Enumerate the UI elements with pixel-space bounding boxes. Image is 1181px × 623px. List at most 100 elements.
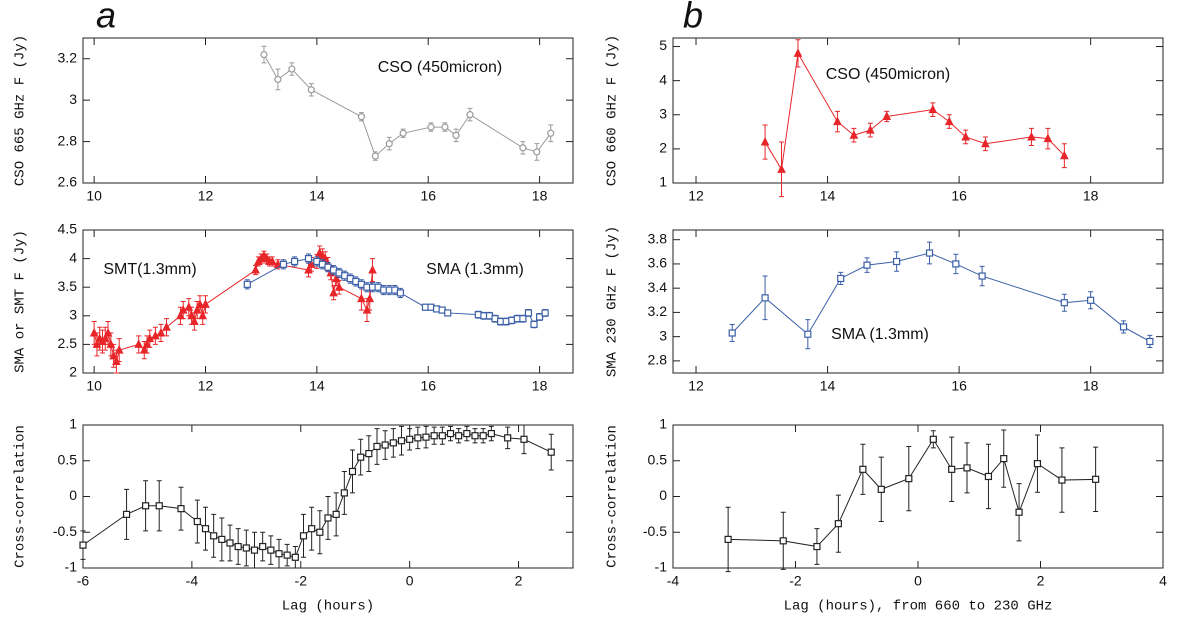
point	[859, 465, 867, 473]
point	[877, 485, 885, 493]
point	[438, 432, 446, 440]
point	[1058, 476, 1066, 484]
y-tick-label: 4.5	[58, 221, 78, 237]
annotation: SMA (1.3mm)	[426, 261, 524, 278]
point	[307, 86, 315, 94]
y-tick-label: 3.8	[648, 230, 668, 246]
point	[259, 542, 267, 551]
x-tick-label: -4	[667, 573, 680, 589]
point	[761, 294, 769, 302]
point	[406, 435, 414, 443]
point	[944, 116, 954, 126]
point	[984, 472, 993, 481]
point	[365, 293, 375, 303]
point	[804, 330, 812, 338]
y-axis-label: CSO 660 GHz F (Jy)	[605, 35, 621, 186]
x-tick-label: 12	[198, 188, 214, 204]
x-tick-label: 2	[515, 573, 523, 589]
point	[155, 502, 163, 510]
x-tick-label: 4	[1159, 573, 1167, 589]
point	[142, 339, 152, 348]
point	[308, 525, 316, 533]
annotation: CSO (450micron)	[826, 66, 950, 83]
point	[114, 345, 124, 354]
y-tick-label: 3	[659, 327, 667, 343]
point	[929, 435, 937, 443]
point	[833, 116, 842, 126]
point	[963, 464, 971, 472]
point	[760, 136, 770, 146]
point	[329, 287, 338, 297]
point	[193, 517, 201, 526]
point	[260, 50, 268, 59]
point	[1146, 337, 1154, 346]
point	[535, 313, 544, 321]
point	[978, 272, 986, 280]
point	[92, 339, 102, 348]
point	[268, 256, 277, 265]
series-line	[728, 438, 1096, 548]
point	[444, 309, 452, 317]
point	[524, 309, 533, 317]
point	[274, 75, 282, 84]
y-tick-label: -0.5	[53, 523, 77, 539]
point	[178, 304, 188, 314]
point	[863, 261, 871, 269]
y-axis-label: SMA 230 GHz F (Jy)	[605, 226, 621, 377]
point	[882, 111, 892, 120]
y-axis-label: Cross-correlation	[605, 425, 621, 568]
series-line	[764, 51, 1065, 171]
point	[134, 339, 143, 348]
x-tick-label: 12	[198, 378, 214, 394]
point	[1033, 460, 1042, 468]
y-tick-label: 0.5	[58, 451, 78, 467]
point	[201, 299, 210, 308]
point	[365, 450, 373, 458]
y-tick-label: 5	[659, 37, 667, 53]
point	[813, 542, 821, 551]
x-tick-label: 18	[1083, 188, 1099, 204]
point	[251, 264, 260, 274]
x-tick-label: 18	[1083, 378, 1099, 394]
point	[381, 441, 389, 449]
y-tick-label: 2.8	[648, 352, 668, 368]
point	[334, 282, 344, 291]
point	[399, 129, 407, 137]
plot-frame	[672, 424, 1164, 569]
y-tick-label: 0	[659, 487, 667, 503]
point	[198, 310, 208, 320]
point	[533, 148, 541, 156]
series-line	[82, 433, 552, 558]
point	[1119, 323, 1128, 331]
x-tick-label: 12	[688, 188, 704, 204]
x-tick-label: 14	[820, 188, 836, 204]
point	[385, 140, 393, 148]
x-tick-label: 2	[1037, 573, 1045, 589]
point	[290, 257, 299, 266]
point	[195, 299, 205, 308]
point	[243, 280, 251, 288]
point	[728, 329, 736, 337]
point	[139, 345, 149, 354]
point	[145, 333, 155, 343]
point	[397, 437, 406, 445]
point	[275, 550, 283, 558]
point	[779, 537, 787, 545]
x-tick-label: 16	[951, 188, 967, 204]
point	[100, 333, 110, 343]
x-axis-label: Lag (hours)	[282, 599, 374, 615]
x-tick-label: 0	[406, 573, 414, 589]
point	[176, 310, 185, 320]
point	[368, 264, 377, 274]
point	[304, 255, 313, 263]
x-tick-label: 16	[420, 188, 436, 204]
point	[1092, 475, 1100, 483]
point	[109, 350, 118, 360]
point	[471, 432, 479, 440]
point	[905, 475, 913, 483]
y-tick-label: 2.8	[58, 132, 78, 148]
point	[446, 429, 455, 438]
point	[928, 104, 938, 114]
y-tick-label: 2.6	[58, 174, 78, 190]
